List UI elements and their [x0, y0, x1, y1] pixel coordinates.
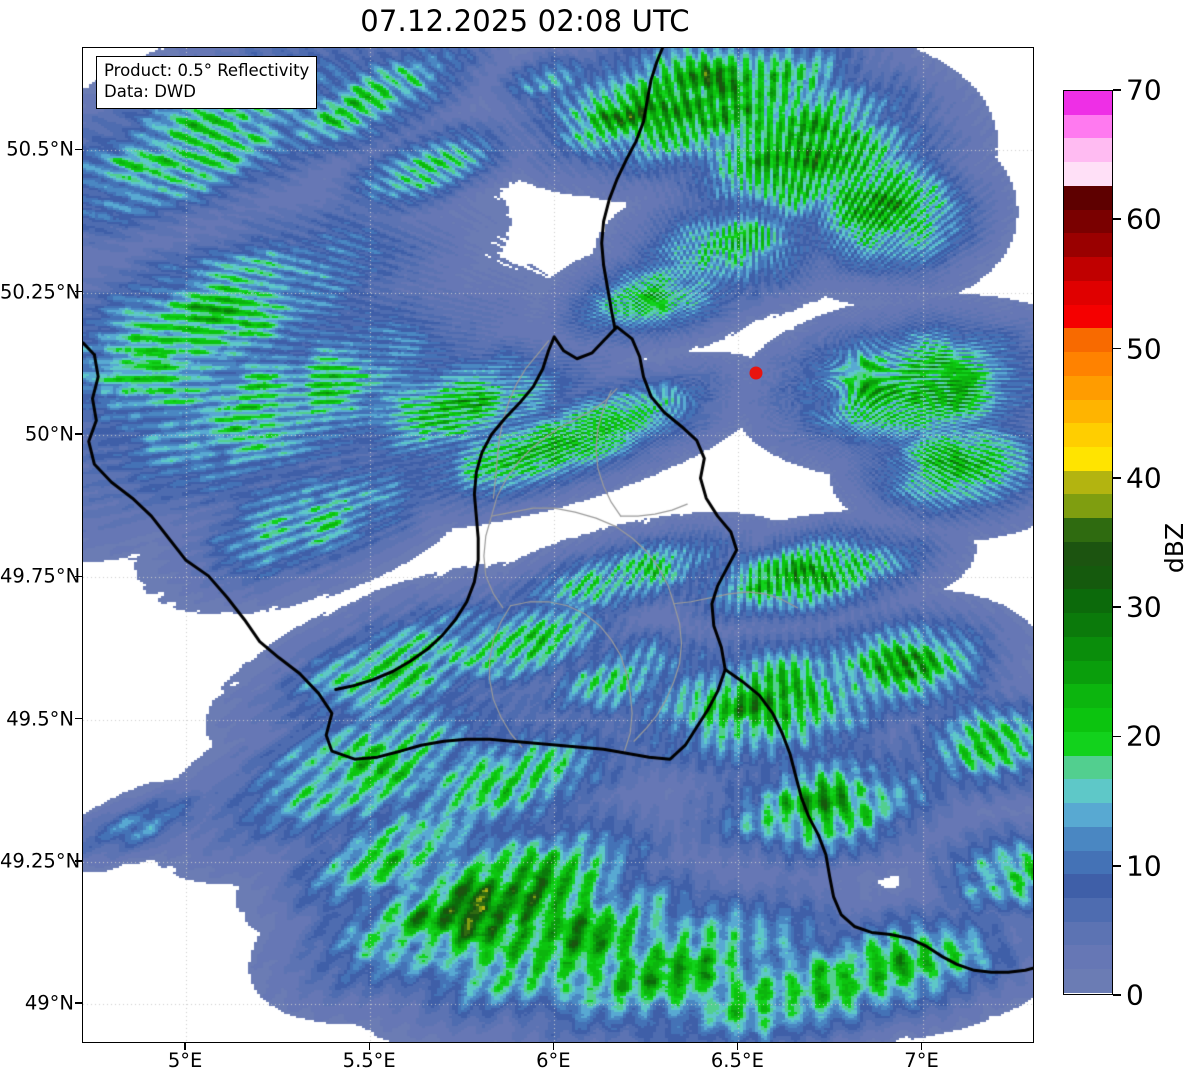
colorbar-band — [1064, 874, 1112, 898]
colorbar-band — [1064, 328, 1112, 353]
y-tick-label: 49.75°N — [0, 564, 81, 588]
colorbar-band — [1064, 91, 1112, 115]
colorbar-band — [1064, 731, 1112, 756]
colorbar-band — [1064, 375, 1112, 400]
colorbar-band — [1064, 660, 1112, 685]
colorbar-band — [1064, 114, 1112, 139]
y-tick-mark — [75, 291, 82, 293]
y-tick-label: 49.25°N — [0, 849, 81, 873]
colorbar-band — [1064, 565, 1112, 590]
colorbar-band — [1064, 494, 1112, 519]
info-product-line: Product: 0.5° Reflectivity — [104, 61, 310, 80]
x-tick-label: 5°E — [167, 1049, 203, 1072]
x-tick-mark — [184, 1043, 186, 1050]
colorbar-tick — [1113, 735, 1121, 738]
y-tick-label: 50.25°N — [0, 280, 81, 304]
y-tick-label: 49.5°N — [6, 707, 74, 731]
x-tick-mark — [920, 1043, 923, 1050]
x-tick-mark — [368, 1043, 370, 1050]
colorbar-band — [1064, 447, 1112, 471]
colorbar-band — [1064, 826, 1112, 851]
colorbar-tick — [1113, 347, 1121, 350]
colorbar-band — [1064, 304, 1112, 329]
colorbar-tick-label: 40 — [1126, 461, 1162, 495]
colorbar[interactable] — [1063, 90, 1113, 995]
colorbar-tick — [1113, 606, 1121, 608]
x-tick-label: 5.5°E — [342, 1049, 396, 1072]
colorbar-band — [1064, 280, 1112, 305]
radar-site-marker[interactable] — [749, 366, 763, 380]
colorbar-band — [1064, 518, 1112, 542]
colorbar-tick-label: 30 — [1126, 590, 1162, 624]
product-info-box: Product: 0.5° Reflectivity Data: DWD — [96, 56, 318, 109]
colorbar-band — [1064, 209, 1112, 234]
y-tick-mark — [75, 575, 82, 577]
colorbar-band — [1064, 138, 1112, 163]
colorbar-band — [1064, 684, 1112, 709]
y-tick-mark — [75, 860, 82, 862]
colorbar-band — [1064, 589, 1112, 614]
y-tick-label: 50.5°N — [6, 137, 74, 161]
colorbar-band — [1064, 945, 1112, 970]
colorbar-band — [1064, 257, 1112, 281]
colorbar-tick — [1113, 864, 1121, 867]
colorbar-band — [1064, 185, 1112, 210]
colorbar-tick-label: 10 — [1126, 849, 1162, 883]
colorbar-title: dBZ — [1160, 522, 1189, 574]
colorbar-tick — [1113, 218, 1121, 221]
y-tick-mark — [75, 433, 82, 435]
colorbar-band — [1064, 636, 1112, 661]
x-tick-label: 6.5°E — [710, 1049, 764, 1072]
page-title: 07.12.2025 02:08 UTC — [360, 4, 690, 38]
colorbar-band — [1064, 541, 1112, 566]
colorbar-tick — [1113, 89, 1121, 91]
colorbar-band — [1064, 613, 1112, 637]
colorbar-band — [1064, 850, 1112, 875]
y-tick-label: 50°N — [24, 422, 74, 446]
borders-layer — [83, 48, 1033, 1042]
colorbar-tick-label: 60 — [1126, 202, 1162, 236]
colorbar-band — [1064, 423, 1112, 448]
colorbar-tick — [1113, 477, 1121, 479]
colorbar-band — [1064, 470, 1112, 495]
x-tick-mark — [736, 1043, 739, 1050]
colorbar-tick-label: 0 — [1126, 978, 1144, 1012]
colorbar-band — [1064, 897, 1112, 922]
colorbar-band — [1064, 162, 1112, 186]
map-axes[interactable] — [82, 47, 1034, 1043]
y-tick-mark — [75, 717, 82, 720]
y-tick-label: 49°N — [24, 991, 74, 1015]
x-tick-mark — [552, 1043, 554, 1050]
colorbar-tick — [1113, 994, 1121, 996]
x-tick-label: 6°E — [536, 1049, 571, 1072]
colorbar-tick-label: 70 — [1126, 73, 1162, 107]
colorbar-band — [1064, 921, 1112, 946]
colorbar-band — [1064, 969, 1112, 993]
colorbar-tick-label: 20 — [1126, 719, 1162, 753]
y-tick-mark — [75, 1002, 82, 1004]
info-data-line: Data: DWD — [104, 81, 196, 101]
colorbar-band — [1064, 352, 1112, 376]
y-tick-mark — [75, 148, 82, 151]
colorbar-tick-label: 50 — [1126, 332, 1162, 366]
colorbar-band — [1064, 755, 1112, 780]
colorbar-band — [1064, 399, 1112, 424]
colorbar-band — [1064, 708, 1112, 732]
colorbar-band — [1064, 803, 1112, 827]
colorbar-band — [1064, 233, 1112, 258]
x-tick-label: 7°E — [904, 1049, 939, 1072]
colorbar-band — [1064, 779, 1112, 804]
